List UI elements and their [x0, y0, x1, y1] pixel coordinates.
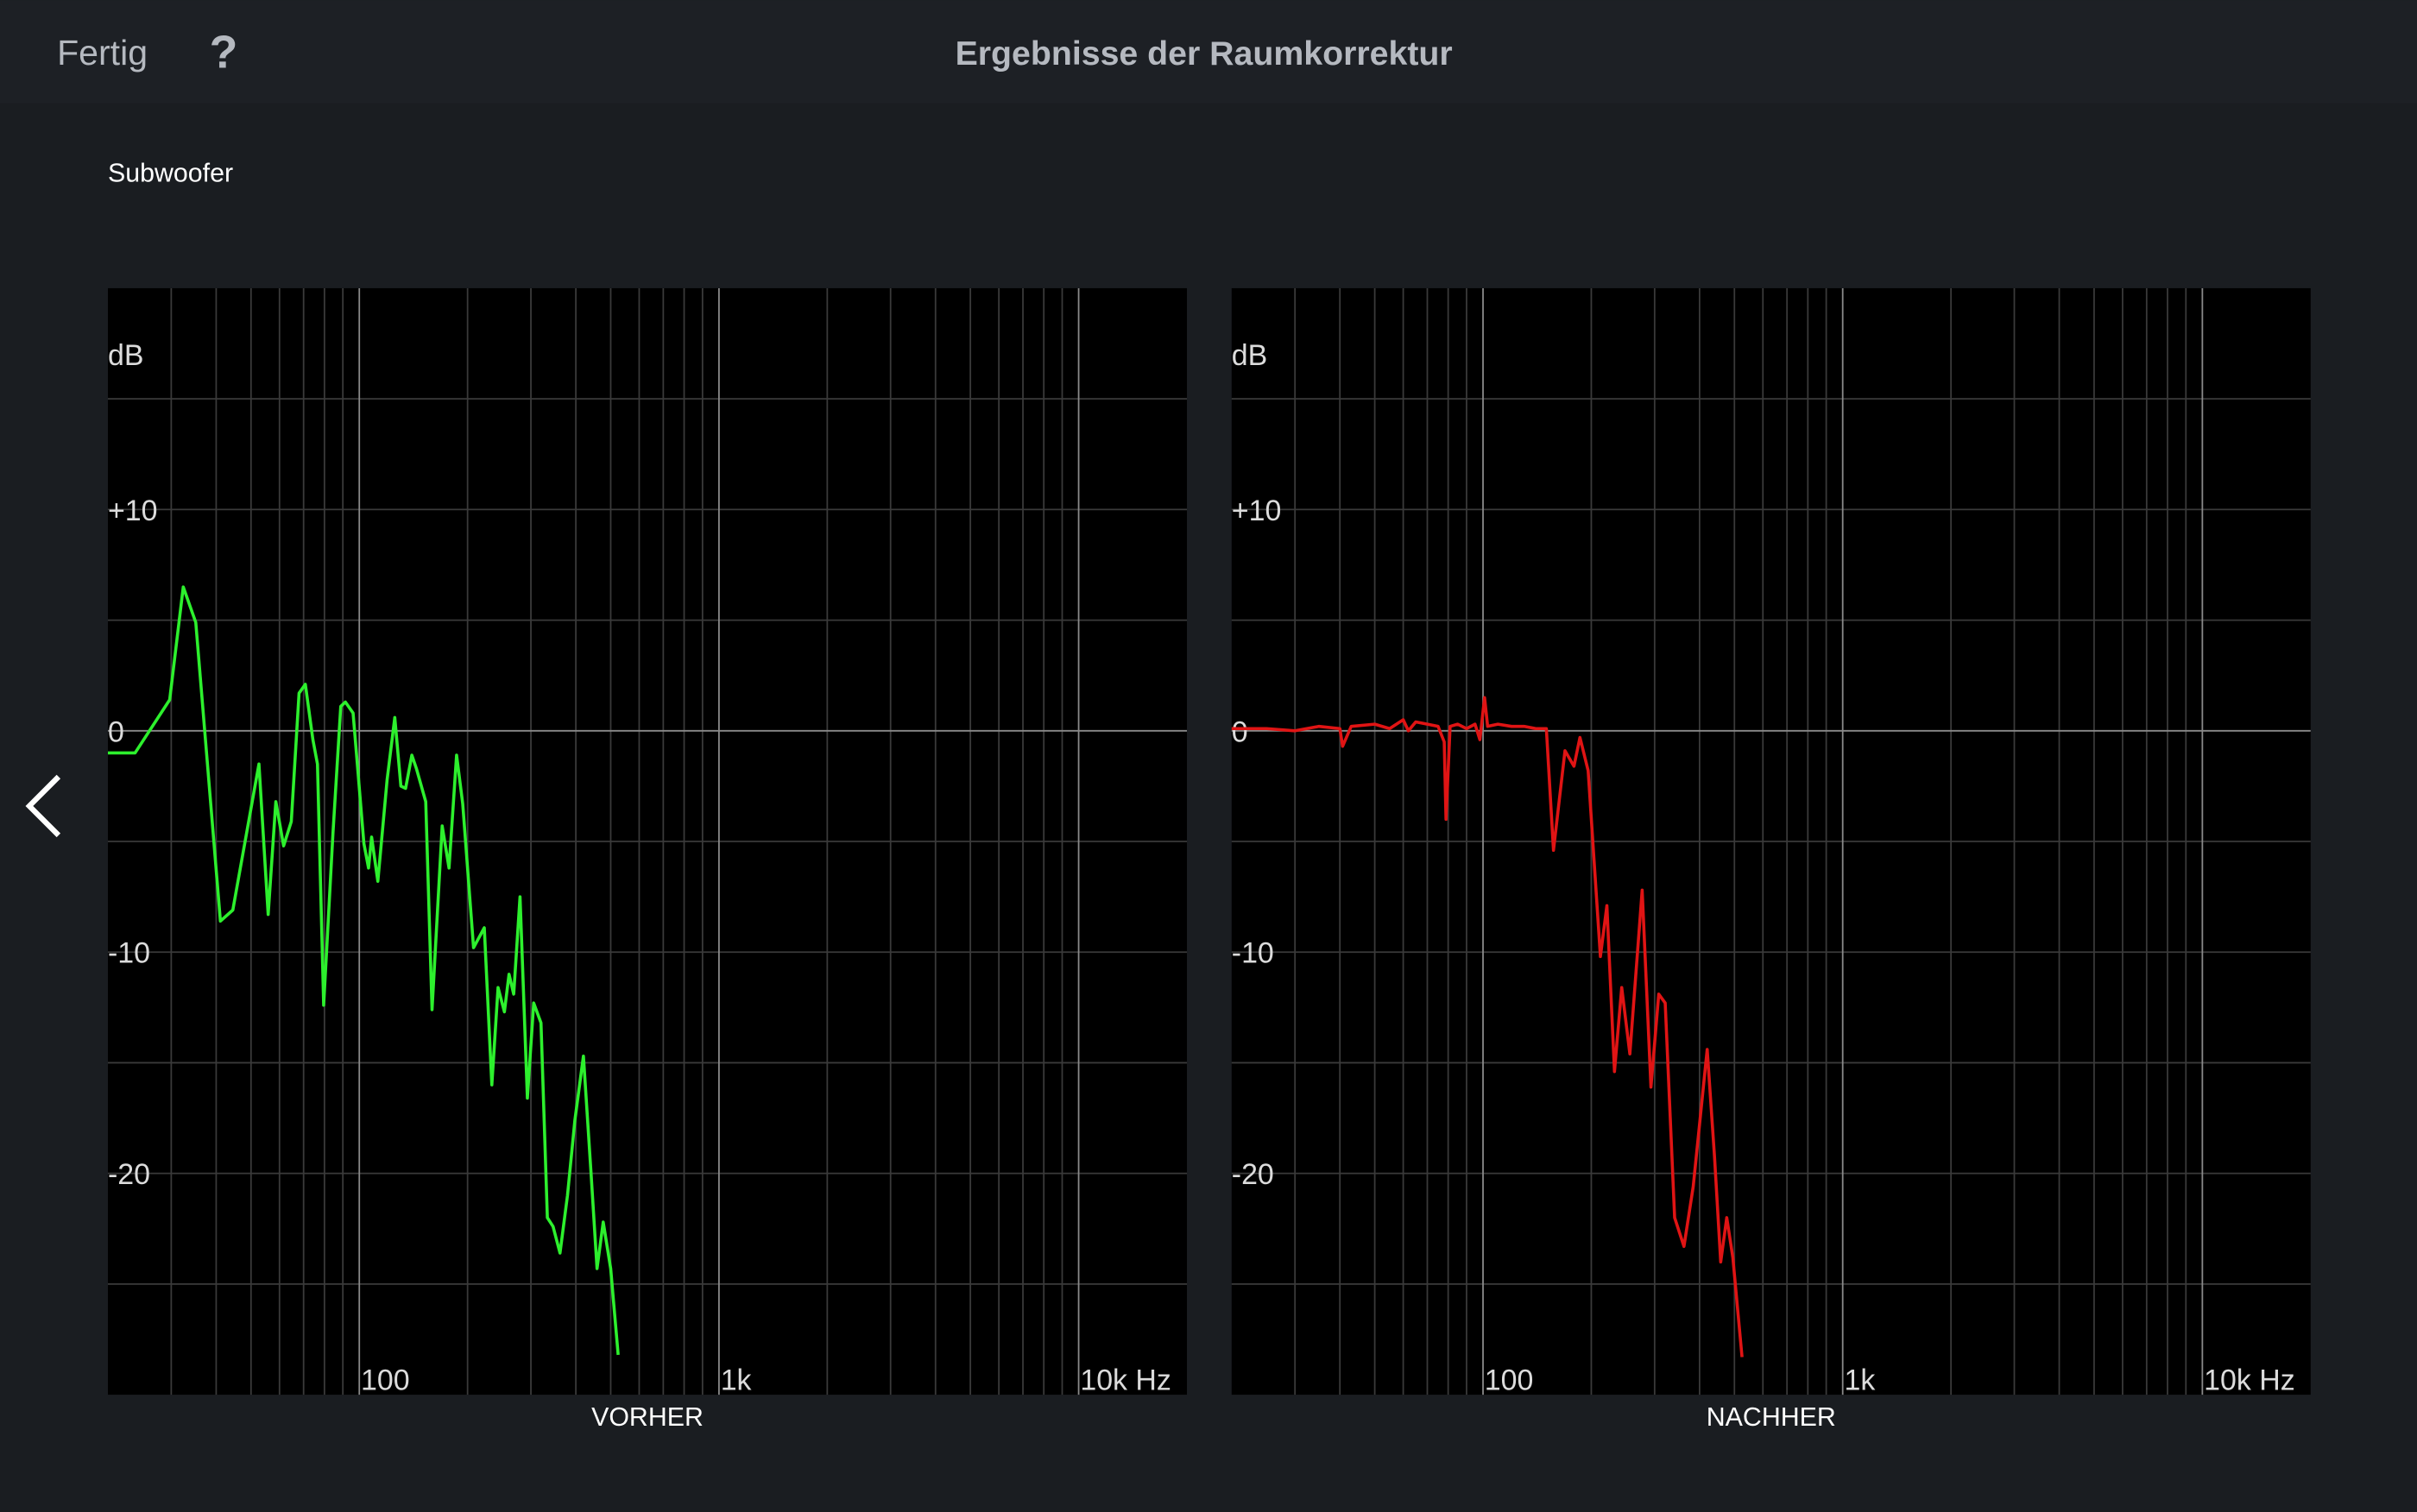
y-axis-label: dB	[1232, 339, 1267, 372]
plots: +10 0 -10 -20 100 1k 10k Hz dB VORHER +10 0 -10 -20 1…	[108, 287, 2311, 1432]
x-axis-label: NACHHER	[1707, 1403, 1836, 1432]
x-tick-label: 10k Hz	[1080, 1364, 1171, 1397]
y-tick-label: +10	[108, 495, 158, 527]
data-line	[108, 585, 620, 1356]
x-tick-label: 10k Hz	[2204, 1364, 2295, 1397]
x-tick-label: 1k	[721, 1364, 752, 1397]
y-tick-label: 0	[1232, 715, 1248, 748]
header-bar	[0, 0, 2417, 104]
y-tick-label: +10	[1232, 495, 1282, 527]
x-tick-label: 1k	[1844, 1364, 1875, 1397]
x-tick-label: 100	[361, 1364, 410, 1397]
y-axis-label: dB	[108, 339, 143, 372]
y-tick-label: 0	[108, 715, 124, 748]
y-tick-label: -20	[1232, 1158, 1274, 1191]
back-arrow[interactable]	[25, 774, 61, 838]
done-button[interactable]: Fertig	[57, 33, 148, 72]
x-tick-label: 100	[1485, 1364, 1534, 1397]
help-button[interactable]: ?	[210, 28, 238, 79]
y-tick-label: -10	[1232, 937, 1274, 970]
header-title: Ergebnisse der Raumkorrektur	[956, 35, 1453, 72]
y-tick-label: -10	[108, 937, 150, 970]
y-tick-label: -20	[108, 1158, 150, 1191]
data-line	[1231, 696, 1744, 1358]
section-label: Subwoofer	[108, 160, 233, 188]
x-axis-label: VORHER	[591, 1403, 704, 1432]
